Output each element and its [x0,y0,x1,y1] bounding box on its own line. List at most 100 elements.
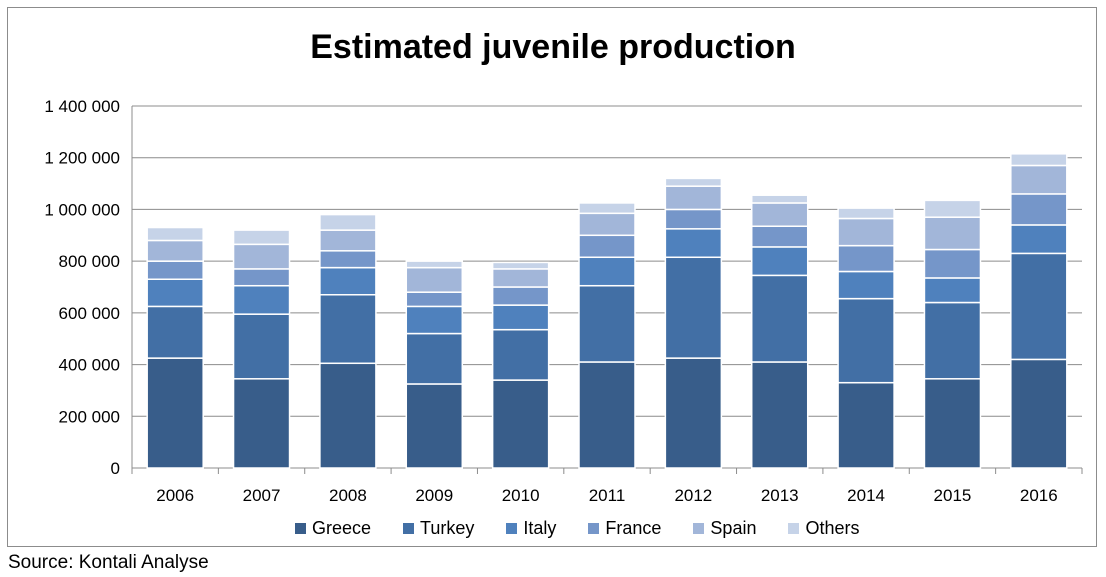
bar-segment-turkey [578,284,636,363]
legend-swatch [295,523,306,534]
x-tick-label: 2010 [502,486,540,505]
bar-segment-others [405,260,464,269]
bar-segment-spain [232,243,291,270]
bar-segment-france [491,286,550,306]
bar-segment-others [232,229,291,246]
x-tick-label: 2012 [674,486,712,505]
bar-segment-greece [923,378,982,469]
y-tick-label: 0 [111,459,120,478]
bar-segment-turkey [319,294,377,365]
bar-segment-greece [491,379,550,469]
bar-segment-italy [491,304,550,331]
bar-segment-italy [837,270,895,300]
bar-segment-spain [923,216,982,251]
bar-segment-greece [837,381,895,469]
bar-segment-turkey [232,313,291,380]
bar-segment-others [664,177,723,187]
legend-label: Greece [312,518,372,538]
x-tick-label: 2009 [415,486,453,505]
legend-item-turkey: Turkey [403,518,474,539]
legend-swatch [788,523,800,534]
source-note: Source: Kontali Analyse [8,552,209,573]
bar-segment-france [923,248,982,279]
bar-segment-spain [578,212,636,237]
bar-segment-italy [923,277,982,304]
x-tick-label: 2014 [847,486,885,505]
bar-segment-others [491,261,550,270]
bar-segment-others [578,202,636,215]
bar-segment-turkey [923,301,982,380]
bar-segment-italy [750,246,809,277]
bar-segment-others [146,226,204,242]
legend-label: Turkey [420,518,475,538]
y-tick-label: 800 000 [59,252,120,271]
bar-segment-turkey [750,274,809,363]
legend-swatch [588,523,600,534]
bar-segment-spain [491,268,550,288]
bar-segment-italy [405,305,464,335]
y-tick-label: 600 000 [59,304,120,323]
bar-segment-italy [578,256,636,287]
bar-segment-france [1010,193,1068,226]
legend-item-france: France [588,518,661,539]
bar-segment-france [319,250,377,269]
bar-segment-spain [1010,164,1068,195]
bar-segment-france [146,260,204,280]
x-tick-label: 2006 [156,486,194,505]
legend: Greece Turkey Italy France Spain Others [295,518,892,539]
legend-item-others: Others [788,518,860,539]
y-tick-label: 1 000 000 [44,200,120,219]
legend-label: Spain [710,518,757,538]
x-tick-label: 2015 [934,486,972,505]
bar-segment-greece [319,362,377,469]
bar-segment-others [923,199,982,218]
bar-segment-turkey [146,305,204,359]
bar-segment-spain [664,185,723,211]
y-tick-label: 1 200 000 [44,149,120,168]
bar-segment-france [664,208,723,230]
bar-segment-spain [405,266,464,293]
legend-item-spain: Spain [693,518,756,539]
bar-segment-greece [578,361,636,469]
x-tick-label: 2013 [761,486,799,505]
bar-segment-spain [750,202,809,227]
bar-segment-spain [837,217,895,247]
legend-swatch [403,523,415,534]
bar-segment-italy [1010,224,1068,255]
bar-segment-turkey [491,328,550,381]
bar-segment-italy [232,284,291,315]
bar-segment-greece [146,357,204,469]
bar-segment-france [837,244,895,273]
bar-segment-turkey [837,297,895,384]
bar-segment-greece [405,383,464,469]
y-tick-label: 400 000 [59,356,120,375]
bar-segment-greece [664,357,723,469]
bar-segment-france [578,234,636,259]
x-tick-label: 2008 [329,486,367,505]
bar-segment-spain [319,229,377,252]
chart-title: Estimated juvenile production [310,28,796,66]
y-tick-label: 1 400 000 [44,97,120,116]
bar-segment-greece [232,378,291,469]
bar-segment-others [1010,153,1068,167]
x-tick-label: 2016 [1020,486,1058,505]
legend-swatch [506,523,518,534]
bar-segment-italy [319,266,377,296]
x-tick-label: 2011 [589,486,626,505]
bar-segment-france [405,291,464,308]
bar-segment-greece [750,361,809,469]
bar-segment-france [750,225,809,248]
bar-segment-italy [664,228,723,259]
legend-item-italy: Italy [506,518,556,539]
bar-segment-others [837,207,895,220]
legend-label: Italy [523,518,557,538]
bar-segment-turkey [1010,252,1068,361]
legend-swatch [693,523,705,534]
bar-segment-turkey [664,256,723,359]
legend-label: France [605,518,662,538]
legend-item-greece: Greece [295,518,371,539]
y-tick-label: 200 000 [59,407,120,426]
bar-segment-greece [1010,358,1068,469]
x-tick-label: 2007 [243,486,281,505]
